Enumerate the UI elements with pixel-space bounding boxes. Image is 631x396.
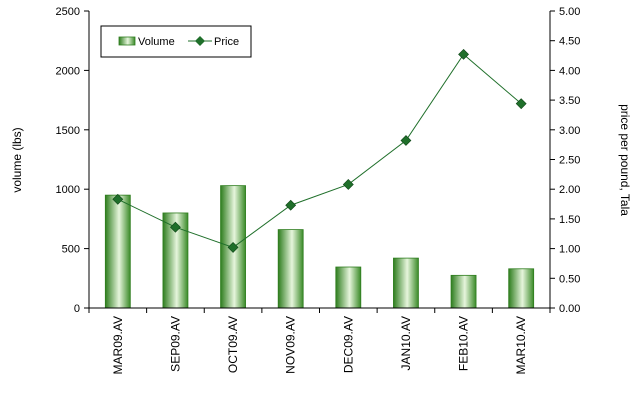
y2-tick-label: 4.00 [559, 65, 580, 77]
price-marker [458, 48, 469, 60]
y-axis-label: volume (lbs) [10, 127, 24, 192]
legend-volume-swatch [118, 36, 136, 46]
price-polyline [117, 53, 522, 248]
legend-price-label: Price [214, 36, 239, 48]
legend-price-marker [195, 36, 205, 46]
y2-axis-label: price per pound, Tala [618, 104, 631, 216]
price-marker [170, 221, 181, 233]
legend-volume-label: Volume [138, 36, 175, 48]
y2-tick-label: 0.50 [559, 273, 580, 285]
y-tick-label: 2000 [56, 65, 80, 77]
x-tick-label: NOV09.AV [284, 316, 298, 374]
y-tick-label: 2500 [56, 6, 80, 18]
price-marker [112, 193, 124, 205]
price-marker [515, 98, 527, 110]
volume-bar [508, 268, 535, 309]
x-tick-label: FEB10.AV [457, 316, 471, 371]
x-tick-label: SEP09.AV [168, 316, 182, 372]
volume-bars [104, 185, 535, 309]
y-tick-label: 0 [74, 303, 80, 315]
legend: Volume Price [100, 25, 252, 58]
y2-tick-label: 1.00 [559, 244, 580, 256]
x-tick-label: DEC09.AV [341, 316, 355, 373]
x-tick-label: JAN10.AV [399, 316, 413, 370]
x-tick-label: MAR10.AV [514, 316, 528, 374]
y-tick-label: 1000 [56, 184, 80, 196]
volume-bar [393, 257, 419, 309]
x-tick-label: MAR09.AV [111, 316, 125, 374]
volume-bar [104, 194, 131, 309]
y2-tick-label: 3.50 [559, 95, 580, 107]
volume-bar [277, 229, 304, 309]
price-marker [227, 241, 239, 253]
y2-tick-label: 1.50 [559, 214, 580, 226]
y-tick-label: 1500 [56, 125, 80, 137]
x-tick-label: OCT09.AV [226, 316, 240, 373]
y2-tick-label: 5.00 [559, 6, 580, 18]
y2-tick-label: 4.50 [559, 36, 580, 48]
price-marker [342, 179, 354, 190]
axes: 0 500 1000 1500 2000 2500 0.00 0.50 1.00 1.50 2.00… [56, 6, 581, 374]
price-marker [400, 135, 412, 146]
price-line [112, 48, 527, 253]
y2-tick-label: 0.00 [559, 303, 580, 315]
y2-tick-label: 2.00 [559, 184, 580, 196]
y2-tick-label: 3.00 [559, 125, 580, 137]
price-marker [285, 199, 297, 211]
y2-tick-label: 2.50 [559, 155, 580, 167]
volume-bar [450, 274, 477, 309]
y-tick-label: 500 [62, 244, 80, 256]
volume-bar [335, 266, 362, 309]
